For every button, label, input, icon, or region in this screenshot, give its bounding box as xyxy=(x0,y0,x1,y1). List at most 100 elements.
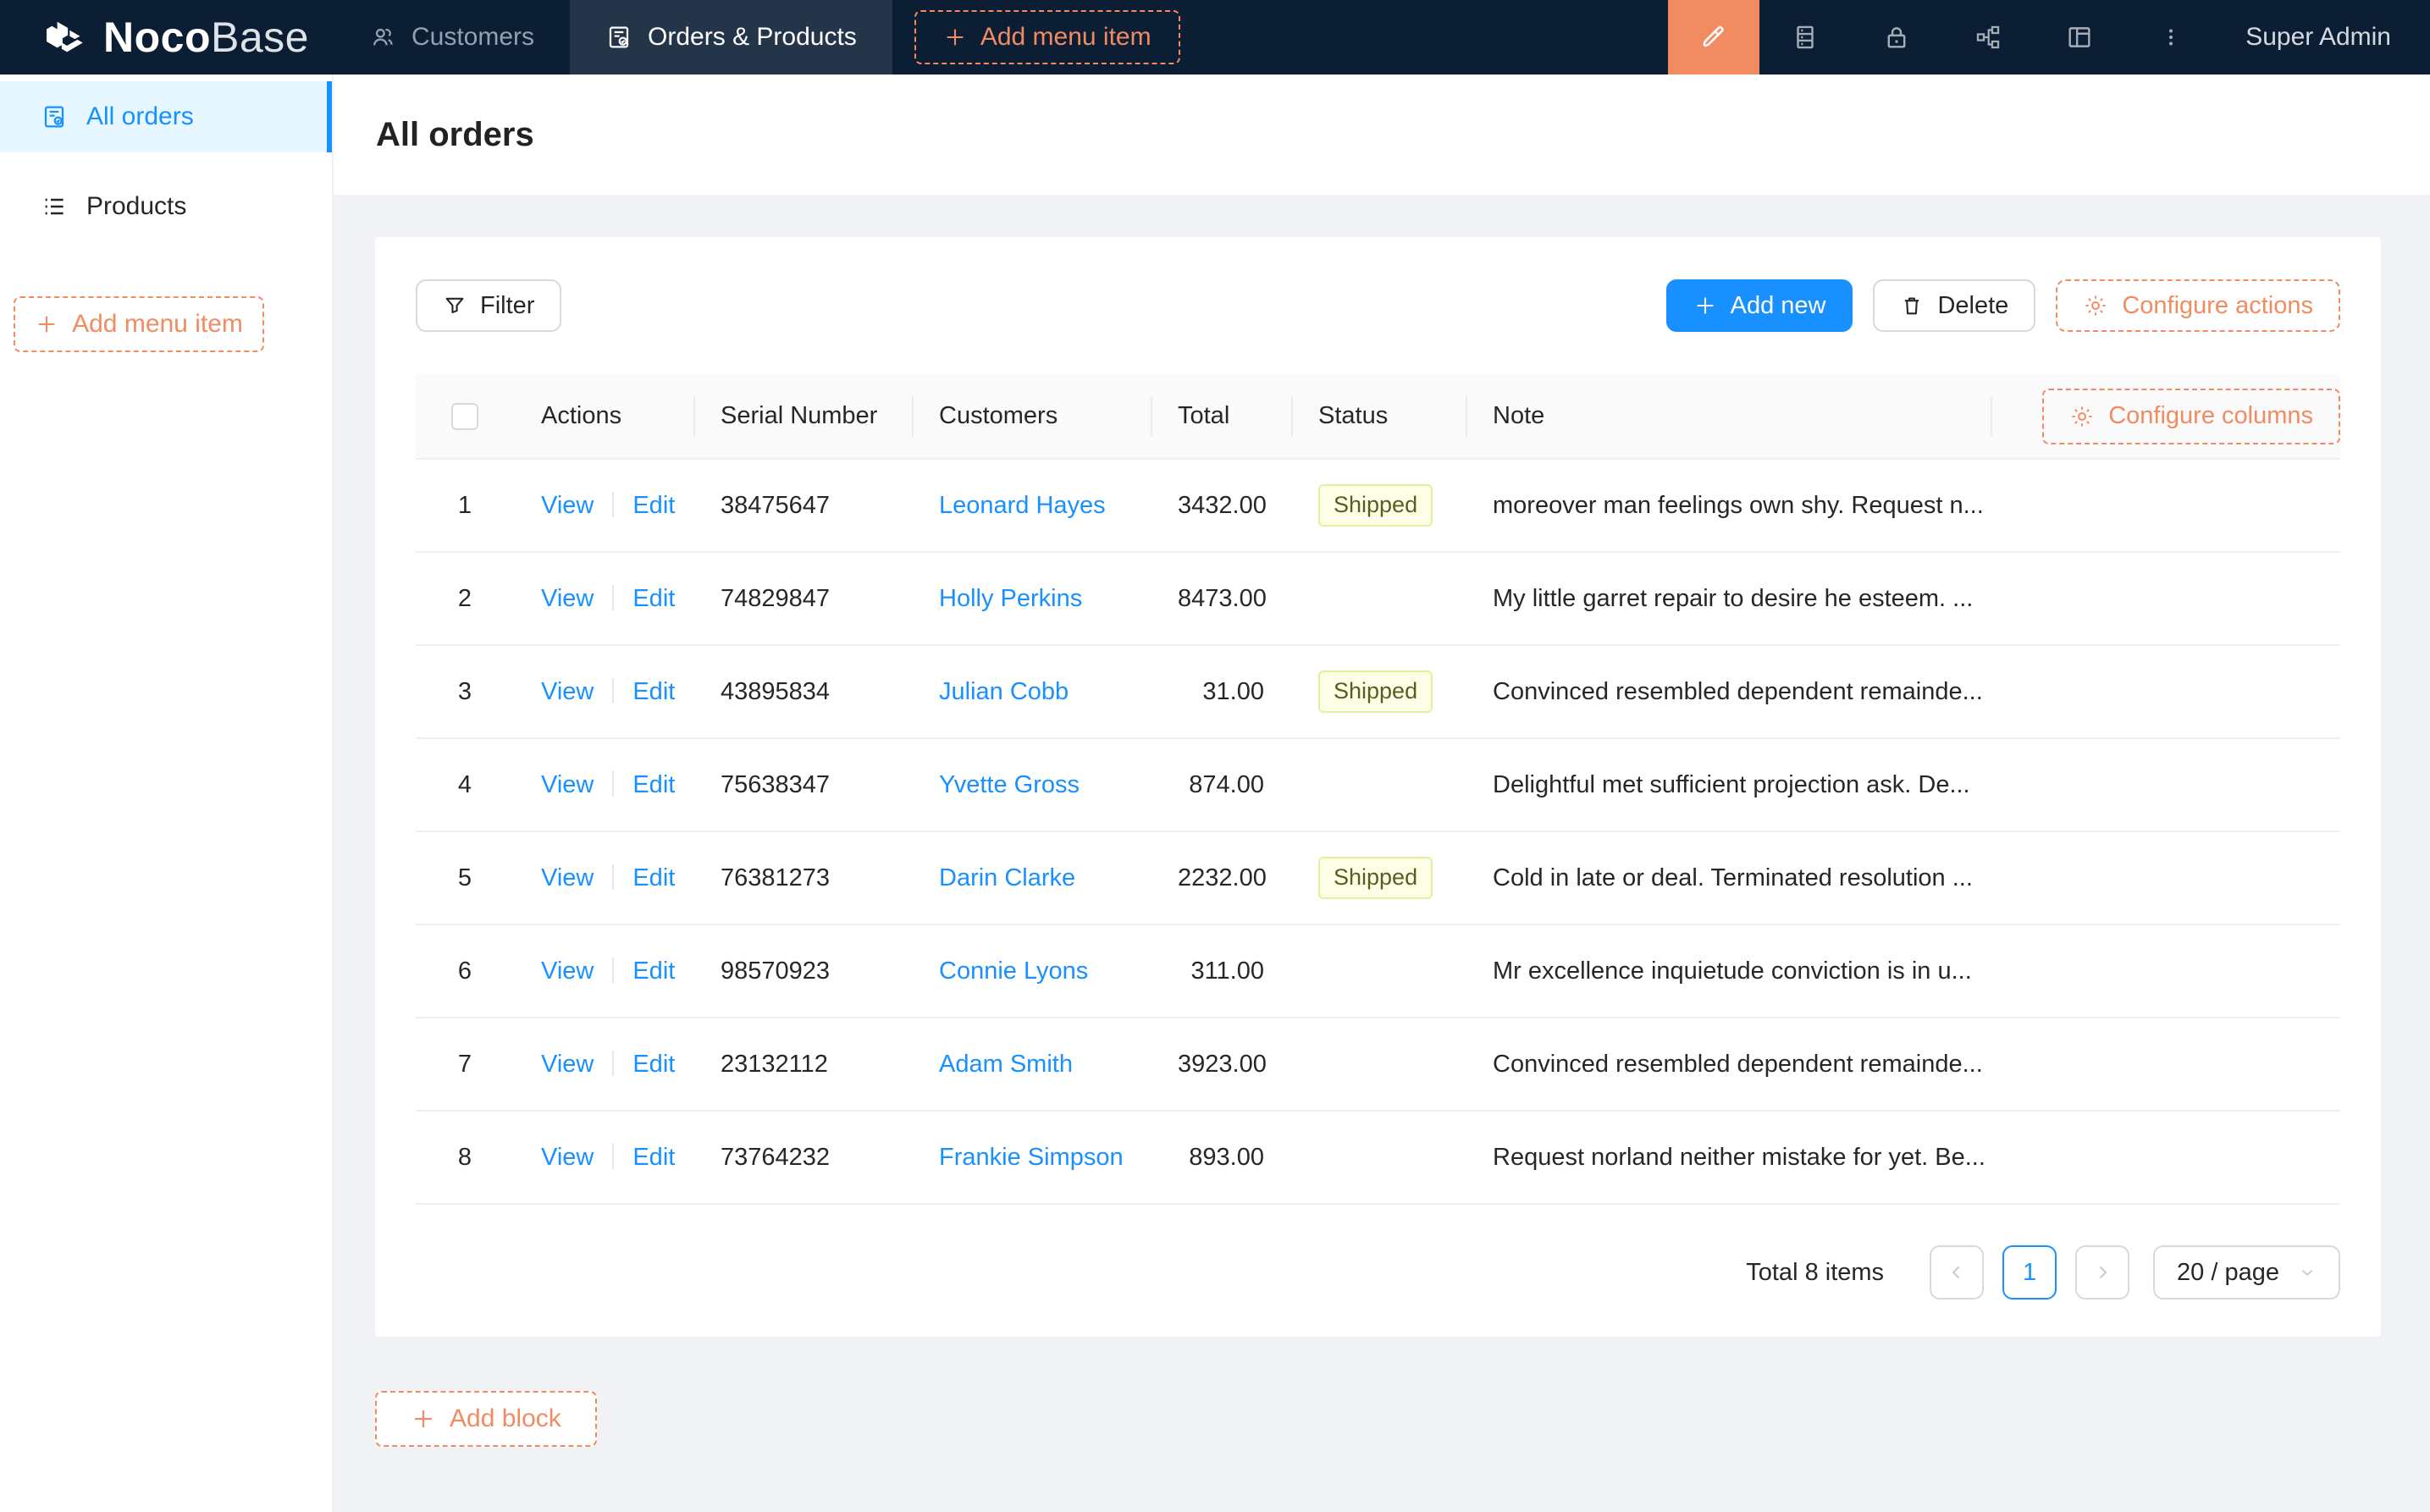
table-row: 7 View Edit 23132112 Adam Smith 3923.00 C… xyxy=(416,1018,2340,1112)
table-row: 1 View Edit 38475647 Leonard Hayes 3432.0… xyxy=(416,459,2340,553)
pagination: Total 8 items 1 20 / page xyxy=(416,1245,2340,1300)
customer-link[interactable]: Leonard Hayes xyxy=(939,491,1106,519)
view-link[interactable]: View xyxy=(541,677,594,705)
edit-link[interactable]: Edit xyxy=(632,1050,676,1078)
divider xyxy=(612,584,615,610)
status-cell: Shipped xyxy=(1291,459,1466,553)
sidebar-item-products[interactable]: Products xyxy=(0,171,332,242)
status-cell xyxy=(1291,552,1466,646)
add-new-button[interactable]: Add new xyxy=(1665,279,1853,332)
customer-link[interactable]: Frankie Simpson xyxy=(939,1143,1124,1171)
note-cell: Cold in late or deal. Terminated resolut… xyxy=(1466,831,1991,925)
table-row: 8 View Edit 73764232 Frankie Simpson 893.… xyxy=(416,1111,2340,1205)
status-badge: Shipped xyxy=(1318,856,1433,900)
edit-link[interactable]: Edit xyxy=(632,864,676,891)
page-title: All orders xyxy=(376,115,534,153)
table-row: 4 View Edit 75638347 Yvette Gross 874.00 … xyxy=(416,738,2340,832)
plus-icon xyxy=(35,312,58,336)
more-actions-button[interactable] xyxy=(2125,0,2217,74)
edit-link[interactable]: Edit xyxy=(632,957,676,985)
row-index: 2 xyxy=(416,552,514,646)
delete-button[interactable]: Delete xyxy=(1873,279,2036,332)
serial-number-cell: 75638347 xyxy=(693,738,912,832)
edit-link[interactable]: Edit xyxy=(632,677,676,705)
customer-cell: Connie Lyons xyxy=(912,924,1151,1018)
view-link[interactable]: View xyxy=(541,584,594,612)
gear-icon xyxy=(2069,404,2095,429)
tab-customers[interactable]: Customers xyxy=(334,0,570,74)
view-link[interactable]: View xyxy=(541,1050,594,1078)
row-index: 8 xyxy=(416,1111,514,1205)
next-page-button[interactable] xyxy=(2075,1245,2130,1300)
tab-label: Customers xyxy=(411,23,535,51)
edit-link[interactable]: Edit xyxy=(632,1143,676,1171)
total-cell: 2232.00 xyxy=(1151,831,1291,925)
edit-link[interactable]: Edit xyxy=(632,584,676,612)
note-cell: Request norland neither mistake for yet.… xyxy=(1466,1111,1991,1205)
row-index: 5 xyxy=(416,831,514,925)
sidebar-item-all-orders[interactable]: All orders xyxy=(0,81,332,152)
row-index: 7 xyxy=(416,1018,514,1112)
serial-number-cell: 98570923 xyxy=(693,924,912,1018)
actions-cell: View Edit xyxy=(514,738,693,832)
list-icon xyxy=(41,193,68,220)
customer-link[interactable]: Holly Perkins xyxy=(939,584,1083,612)
note-cell: My little garret repair to desire he est… xyxy=(1466,552,1991,646)
note-cell: moreover man feelings own shy. Request n… xyxy=(1466,459,1991,553)
configure-actions-button[interactable]: Configure actions xyxy=(2056,279,2340,332)
chevron-right-icon xyxy=(2092,1262,2112,1283)
table-row: 6 View Edit 98570923 Connie Lyons 311.00 … xyxy=(416,924,2340,1018)
workflow-button[interactable] xyxy=(1942,0,2034,74)
sidebar-item-label: All orders xyxy=(86,102,194,130)
access-control-button[interactable] xyxy=(1851,0,1942,74)
serial-number-cell: 43895834 xyxy=(693,645,912,739)
serial-number-cell: 74829847 xyxy=(693,552,912,646)
customer-link[interactable]: Adam Smith xyxy=(939,1050,1073,1078)
status-cell xyxy=(1291,1018,1466,1112)
configure-columns-button[interactable]: Configure columns xyxy=(2042,388,2340,444)
column-header-note: Note xyxy=(1466,374,1991,460)
edit-link[interactable]: Edit xyxy=(632,770,676,798)
total-cell: 311.00 xyxy=(1151,924,1291,1018)
add-menu-item-button-sidebar[interactable]: Add menu item xyxy=(14,296,264,352)
customer-link[interactable]: Julian Cobb xyxy=(939,677,1069,705)
layout-switch-button[interactable] xyxy=(2034,0,2125,74)
table-body: 1 View Edit 38475647 Leonard Hayes 3432.0… xyxy=(416,459,2340,1205)
view-link[interactable]: View xyxy=(541,957,594,985)
status-cell xyxy=(1291,924,1466,1018)
topnav-right-actions: Super Admin xyxy=(1668,0,2430,74)
orders-table: Actions Serial Number Customers Total St… xyxy=(416,374,2340,1205)
filter-funnel-icon xyxy=(443,294,467,317)
view-link[interactable]: View xyxy=(541,864,594,891)
add-menu-item-button-top[interactable]: Add menu item xyxy=(914,10,1180,64)
tab-orders-and-products[interactable]: Orders & Products xyxy=(570,0,892,74)
add-block-button[interactable]: Add block xyxy=(375,1391,597,1447)
view-link[interactable]: View xyxy=(541,1143,594,1171)
current-user-menu[interactable]: Super Admin xyxy=(2245,23,2391,51)
divider xyxy=(612,864,615,890)
previous-page-button[interactable] xyxy=(1930,1245,1985,1300)
view-link[interactable]: View xyxy=(541,491,594,519)
status-badge: Shipped xyxy=(1318,483,1433,527)
total-cell: 3923.00 xyxy=(1151,1018,1291,1112)
collections-manager-button[interactable] xyxy=(1759,0,1851,74)
page-number-button[interactable]: 1 xyxy=(2002,1245,2057,1300)
customer-link[interactable]: Darin Clarke xyxy=(939,864,1076,891)
customer-link[interactable]: Connie Lyons xyxy=(939,957,1089,985)
column-header-total: Total xyxy=(1151,374,1291,460)
note-cell: Convinced resembled dependent remainde..… xyxy=(1466,1018,1991,1112)
status-badge: Shipped xyxy=(1318,670,1433,714)
column-header-actions: Actions xyxy=(514,374,693,460)
plus-icon xyxy=(943,25,967,49)
page-size-select[interactable]: 20 / page xyxy=(2153,1245,2340,1300)
view-link[interactable]: View xyxy=(541,770,594,798)
select-all-checkbox[interactable] xyxy=(451,403,478,431)
ui-editor-button[interactable] xyxy=(1668,0,1760,74)
edit-link[interactable]: Edit xyxy=(632,491,676,519)
page-content: Filter Add new Delete xyxy=(334,195,2430,1512)
filter-button[interactable]: Filter xyxy=(416,279,562,332)
customer-link[interactable]: Yvette Gross xyxy=(939,770,1080,798)
ellipsis-vertical-icon xyxy=(2158,25,2184,50)
main-menu: Customers Orders & Products xyxy=(334,0,892,74)
divider xyxy=(612,491,615,517)
